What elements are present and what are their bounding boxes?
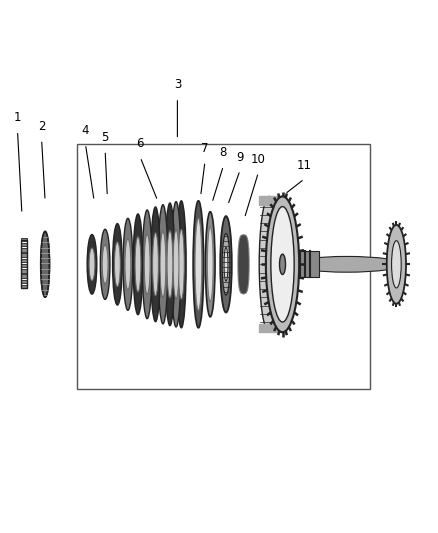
Ellipse shape — [144, 235, 150, 294]
Text: 5: 5 — [102, 131, 109, 144]
Ellipse shape — [195, 219, 202, 310]
Bar — [21, 240, 27, 288]
Bar — [295, 251, 319, 278]
Ellipse shape — [100, 229, 110, 300]
Ellipse shape — [387, 225, 406, 304]
Text: 9: 9 — [236, 150, 244, 164]
Ellipse shape — [41, 231, 49, 297]
Ellipse shape — [279, 254, 286, 274]
Ellipse shape — [102, 245, 108, 284]
Text: 10: 10 — [251, 153, 266, 166]
Ellipse shape — [259, 197, 279, 332]
Bar — [21, 243, 27, 246]
Ellipse shape — [167, 231, 173, 298]
Ellipse shape — [193, 201, 204, 328]
Bar — [77, 144, 370, 389]
Bar — [21, 259, 27, 262]
Text: 1: 1 — [14, 111, 21, 124]
Ellipse shape — [271, 207, 294, 322]
Ellipse shape — [220, 216, 232, 312]
Ellipse shape — [125, 239, 131, 289]
Ellipse shape — [123, 219, 133, 310]
Ellipse shape — [151, 207, 160, 322]
Ellipse shape — [205, 212, 215, 317]
Ellipse shape — [160, 231, 166, 297]
Ellipse shape — [178, 229, 184, 299]
Ellipse shape — [165, 203, 175, 326]
Ellipse shape — [224, 247, 228, 281]
Bar — [21, 238, 27, 241]
Bar — [21, 248, 27, 252]
Text: 6: 6 — [136, 138, 144, 150]
Text: 7: 7 — [201, 142, 209, 155]
Ellipse shape — [266, 197, 299, 332]
Ellipse shape — [87, 235, 97, 294]
Ellipse shape — [135, 237, 141, 292]
Ellipse shape — [177, 201, 186, 328]
Bar — [21, 264, 27, 268]
Text: 2: 2 — [38, 120, 46, 133]
Text: 4: 4 — [81, 124, 89, 138]
Text: 3: 3 — [174, 78, 181, 91]
Ellipse shape — [392, 241, 401, 288]
Text: 8: 8 — [220, 146, 227, 159]
Ellipse shape — [113, 223, 122, 305]
Bar — [21, 253, 27, 257]
Bar — [21, 285, 27, 288]
Ellipse shape — [133, 214, 143, 314]
Ellipse shape — [152, 233, 159, 296]
Ellipse shape — [222, 233, 230, 295]
Bar — [21, 274, 27, 278]
Ellipse shape — [291, 256, 403, 272]
Ellipse shape — [114, 242, 120, 287]
Bar — [21, 280, 27, 283]
Text: 11: 11 — [297, 159, 312, 172]
Ellipse shape — [207, 227, 213, 302]
Ellipse shape — [173, 230, 179, 299]
Ellipse shape — [89, 248, 95, 281]
Bar — [21, 269, 27, 273]
Ellipse shape — [142, 210, 152, 319]
Ellipse shape — [171, 201, 181, 327]
Ellipse shape — [158, 205, 168, 324]
